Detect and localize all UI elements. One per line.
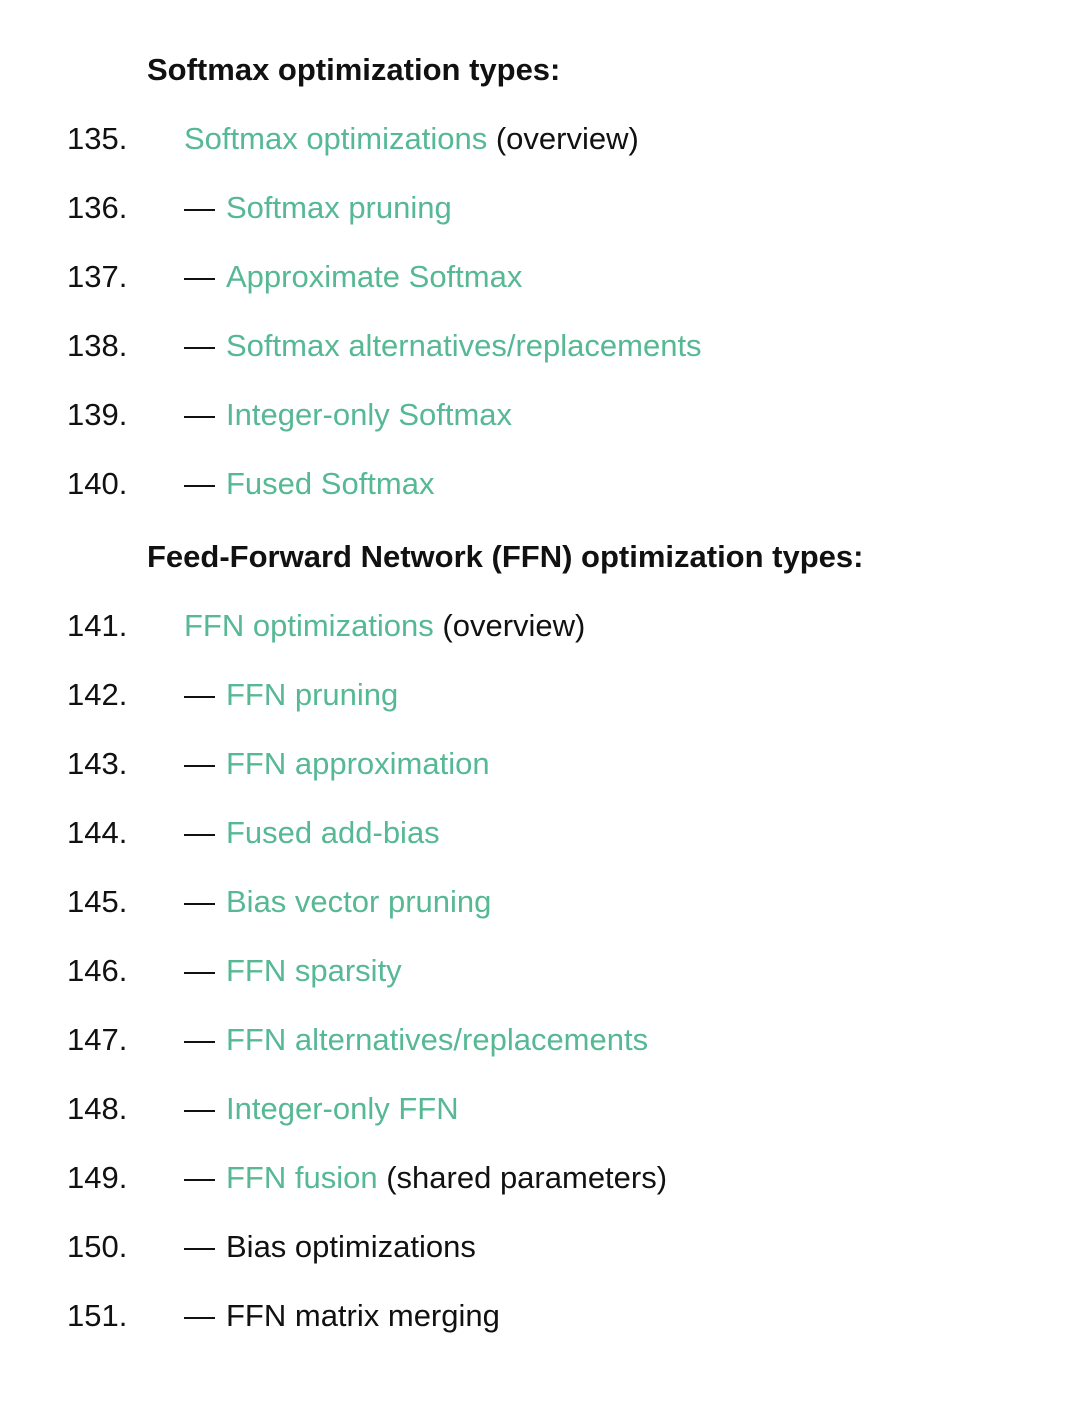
item-number: 138. — [67, 328, 128, 363]
toc-item: 150. — Bias optimizations — [0, 1229, 1060, 1265]
item-dash: — — [184, 259, 215, 294]
section-heading: Feed-Forward Network (FFN) optimization … — [147, 539, 864, 574]
item-content: — FFN alternatives/replacements — [184, 1022, 1060, 1058]
toc-item: 148. — Integer-only FFN — [0, 1091, 1060, 1127]
item-dash: — — [184, 1022, 215, 1057]
item-link[interactable]: Integer-only Softmax — [226, 397, 513, 432]
toc-item: 144. — Fused add-bias — [0, 815, 1060, 851]
item-link[interactable]: Fused Softmax — [226, 466, 435, 501]
toc-item: 146. — FFN sparsity — [0, 953, 1060, 989]
toc-item: 139. — Integer-only Softmax — [0, 397, 1060, 433]
item-number: 135. — [67, 121, 128, 156]
item-link[interactable]: FFN approximation — [226, 746, 490, 781]
toc-item: 138. — Softmax alternatives/replacements — [0, 328, 1060, 364]
item-dash: — — [184, 190, 215, 225]
item-dash: — — [184, 884, 215, 919]
item-content: — Fused add-bias — [184, 815, 1060, 851]
item-content: — Integer-only Softmax — [184, 397, 1060, 433]
item-link[interactable]: Bias vector pruning — [226, 884, 492, 919]
toc-item: 142. — FFN pruning — [0, 677, 1060, 713]
item-content: — Bias optimizations — [184, 1229, 1060, 1265]
item-number: 150. — [67, 1229, 128, 1264]
item-link[interactable]: Approximate Softmax — [226, 259, 523, 294]
toc-item: 147. — FFN alternatives/replacements — [0, 1022, 1060, 1058]
item-content: — FFN approximation — [184, 746, 1060, 782]
item-content: — Approximate Softmax — [184, 259, 1060, 295]
toc-item: 151. — FFN matrix merging — [0, 1298, 1060, 1334]
item-dash: — — [184, 1160, 215, 1195]
item-suffix: FFN matrix merging — [226, 1298, 500, 1333]
item-dash: — — [184, 677, 215, 712]
toc-item: 149. — FFN fusion (shared parameters) — [0, 1160, 1060, 1196]
toc-item: 136. — Softmax pruning — [0, 190, 1060, 226]
item-link[interactable]: Softmax alternatives/replacements — [226, 328, 702, 363]
toc-item: 141. FFN optimizations (overview) — [0, 608, 1060, 644]
toc-item: 135. Softmax optimizations (overview) — [0, 121, 1060, 157]
section-heading: Softmax optimization types: — [147, 52, 561, 87]
toc-item: 143. — FFN approximation — [0, 746, 1060, 782]
toc-list: 135. Softmax optimizations (overview) 136… — [0, 121, 1060, 502]
toc-item: 137. — Approximate Softmax — [0, 259, 1060, 295]
item-link[interactable]: FFN fusion — [226, 1160, 378, 1195]
item-number: 142. — [67, 677, 128, 712]
item-dash: — — [184, 397, 215, 432]
item-content: — Softmax alternatives/replacements — [184, 328, 1060, 364]
toc-item: 140. — Fused Softmax — [0, 466, 1060, 502]
item-dash: — — [184, 328, 215, 363]
item-dash: — — [184, 1091, 215, 1126]
item-link[interactable]: Softmax pruning — [226, 190, 452, 225]
item-suffix: (overview) — [487, 121, 639, 156]
item-number: 147. — [67, 1022, 128, 1057]
item-content: — Integer-only FFN — [184, 1091, 1060, 1127]
item-content: — Softmax pruning — [184, 190, 1060, 226]
toc-section: Softmax optimization types: 135. Softmax … — [0, 52, 1060, 502]
item-content: — Fused Softmax — [184, 466, 1060, 502]
item-link[interactable]: Softmax optimizations — [184, 121, 488, 156]
item-number: 143. — [67, 746, 128, 781]
item-number: 146. — [67, 953, 128, 988]
item-content: — FFN matrix merging — [184, 1298, 1060, 1334]
item-number: 151. — [67, 1298, 128, 1333]
document-body: Softmax optimization types: 135. Softmax … — [0, 52, 1060, 1334]
item-link[interactable]: Fused add-bias — [226, 815, 440, 850]
item-suffix: (overview) — [433, 608, 586, 643]
item-content: — FFN sparsity — [184, 953, 1060, 989]
item-dash: — — [184, 466, 215, 501]
item-content: — FFN fusion (shared parameters) — [184, 1160, 1060, 1196]
item-number: 139. — [67, 397, 128, 432]
item-dash: — — [184, 1298, 215, 1333]
item-dash: — — [184, 815, 215, 850]
item-content: — FFN pruning — [184, 677, 1060, 713]
toc-list: 141. FFN optimizations (overview) 142. — FF… — [0, 608, 1060, 1334]
item-number: 137. — [67, 259, 128, 294]
toc-section: Feed-Forward Network (FFN) optimization … — [0, 539, 1060, 1334]
item-link[interactable]: FFN optimizations — [184, 608, 434, 643]
item-content: — Bias vector pruning — [184, 884, 1060, 920]
item-number: 136. — [67, 190, 128, 225]
item-link[interactable]: FFN pruning — [226, 677, 399, 712]
item-content: Softmax optimizations (overview) — [184, 121, 1060, 157]
item-number: 149. — [67, 1160, 128, 1195]
item-number: 140. — [67, 466, 128, 501]
item-content: FFN optimizations (overview) — [184, 608, 1060, 644]
item-dash: — — [184, 746, 215, 781]
item-link[interactable]: FFN sparsity — [226, 953, 402, 988]
item-dash: — — [184, 1229, 215, 1264]
item-dash: — — [184, 953, 215, 988]
item-link[interactable]: FFN alternatives/replacements — [226, 1022, 649, 1057]
item-number: 148. — [67, 1091, 128, 1126]
item-suffix: (shared parameters) — [377, 1160, 668, 1195]
toc-item: 145. — Bias vector pruning — [0, 884, 1060, 920]
item-suffix: Bias optimizations — [226, 1229, 476, 1264]
item-link[interactable]: Integer-only FFN — [226, 1091, 459, 1126]
item-number: 144. — [67, 815, 128, 850]
item-number: 145. — [67, 884, 128, 919]
item-number: 141. — [67, 608, 128, 643]
